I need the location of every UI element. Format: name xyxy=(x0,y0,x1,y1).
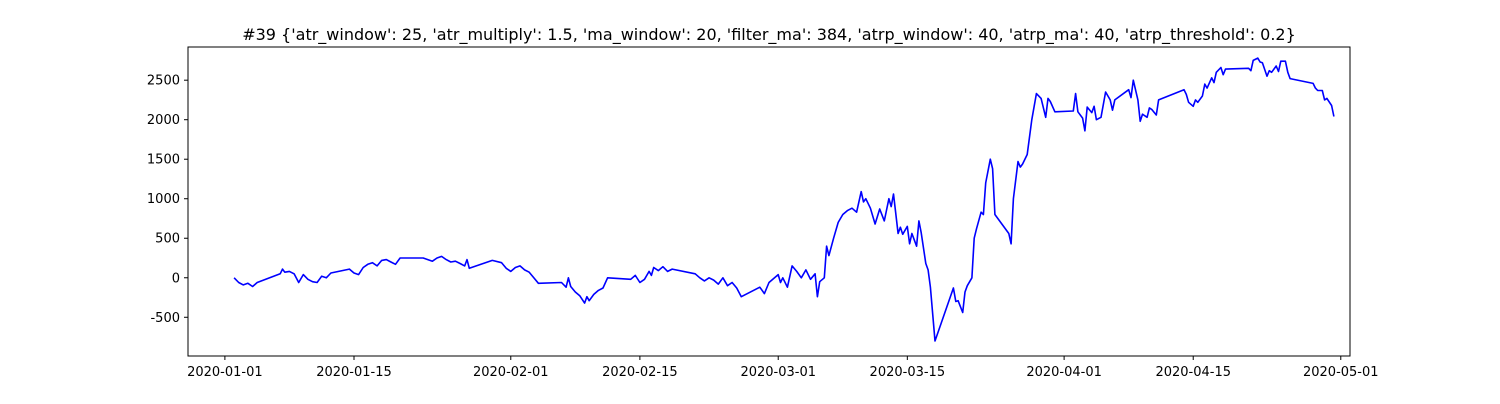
x-tick-label: 2020-05-01 xyxy=(1303,365,1379,380)
plot-area xyxy=(233,57,1335,342)
x-axis: 2020-01-01 2020-01-15 2020-02-01 2020-02-15… xyxy=(187,356,1379,380)
y-tick-label: 1500 xyxy=(147,153,180,168)
x-tick-label: 2020-03-01 xyxy=(740,365,816,380)
x-tick-label: 2020-01-01 xyxy=(187,365,263,380)
series-line xyxy=(233,57,1335,342)
y-tick-label: 500 xyxy=(155,232,180,247)
x-tick-label: 2020-04-01 xyxy=(1026,365,1102,380)
x-tick-label: 2020-02-01 xyxy=(473,365,549,380)
x-tick-label: 2020-02-15 xyxy=(602,365,678,380)
y-tick-label: -500 xyxy=(150,311,180,326)
x-tick-label: 2020-01-15 xyxy=(316,365,392,380)
y-tick-label: 0 xyxy=(172,271,180,286)
y-axis: -500 0 500 1000 1500 2000 2500 xyxy=(147,74,188,326)
y-tick-label: 2000 xyxy=(147,113,180,128)
plot-frame xyxy=(187,46,1351,357)
x-tick-label: 2020-04-15 xyxy=(1155,365,1231,380)
y-tick-label: 1000 xyxy=(147,192,180,207)
x-tick-label: 2020-03-15 xyxy=(870,365,946,380)
y-tick-label: 2500 xyxy=(147,74,180,89)
chart-title: #39 {'atr_window': 25, 'atr_multiply': 1… xyxy=(242,25,1296,45)
